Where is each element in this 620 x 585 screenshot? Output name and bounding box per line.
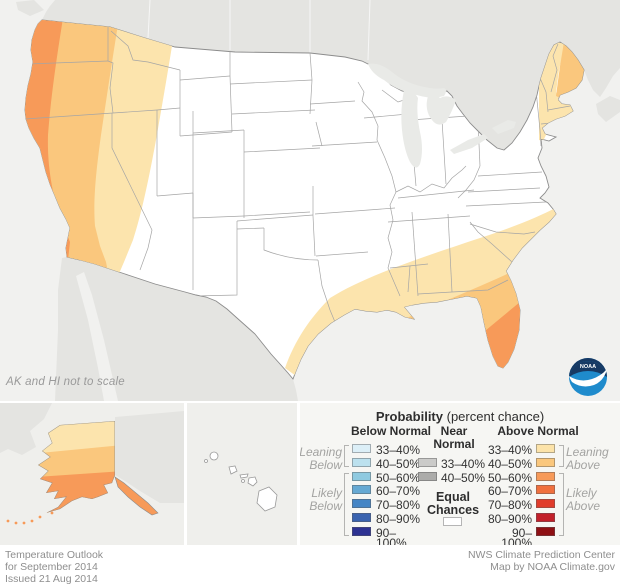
nova-scotia [596, 96, 620, 122]
legend-bracket [344, 445, 349, 467]
below-swatch-33–40% [352, 444, 371, 453]
mexico-landmass [55, 257, 298, 401]
equal-chances-label: Equal Chances [426, 490, 480, 518]
legend-range-label: 33–40% [376, 443, 421, 457]
hawaii-inset-svg [187, 403, 297, 545]
band-maine-40-50 [556, 38, 584, 99]
above-swatch-60–70% [536, 485, 555, 495]
below-swatch-90–100% [352, 526, 371, 536]
legend-range-label: 70–80% [376, 498, 421, 513]
legend-range-label: 90–100% [501, 525, 532, 545]
below-swatch-40–50% [352, 457, 371, 467]
leaning-above-label: Leaning Above [566, 445, 609, 472]
hawaii-inset [187, 403, 297, 545]
legend-range-label: 50–60% [376, 470, 421, 485]
legend-range-label: 40–50% [376, 456, 421, 471]
above-swatch-90–100% [536, 526, 555, 536]
russia-landmass [0, 403, 52, 455]
footer: Temperature Outlook for September 2014 I… [0, 547, 620, 585]
legend-range-label: 90–100% [376, 525, 407, 545]
conus-map-svg [0, 0, 620, 401]
gulf-of-california [76, 272, 118, 401]
below-swatch-80–90% [352, 513, 371, 522]
conus-map-area: AK and HI not to scale NOAA [0, 0, 620, 401]
equal-chances-swatch [443, 517, 462, 526]
above-swatch-33–40% [536, 444, 555, 453]
scale-note: AK and HI not to scale [6, 376, 125, 388]
leaning-below-label: Leaning Below [300, 445, 342, 472]
canada-landmass-ak [115, 411, 184, 503]
likely-below-label: Likely Below [309, 486, 342, 514]
below-normal-header: Below Normal [350, 424, 431, 438]
canada-landmass [42, 0, 620, 150]
above-swatch-80–90% [536, 513, 555, 522]
alaska-panhandle [114, 476, 159, 516]
noaa-logo-text: NOAA [580, 364, 596, 370]
noaa-logo: NOAA [569, 358, 607, 396]
below-swatch-50–60% [352, 471, 371, 481]
below-swatch-60–70% [352, 485, 371, 495]
legend-range-label: 40–50% [487, 456, 532, 471]
alaska-inset-svg [0, 403, 184, 545]
legend-range-label: 70–80% [487, 498, 532, 513]
legend-range-label: 80–90% [376, 512, 421, 526]
great-lakes [368, 63, 516, 168]
legend-bracket [559, 445, 564, 467]
legend-bracket [344, 472, 349, 536]
legend-range-label: 60–70% [487, 484, 532, 499]
legend-range-label: 50–60% [487, 470, 532, 485]
legend-title: Probability (percent chance) [375, 409, 545, 424]
above-normal-header: Above Normal [497, 424, 579, 438]
hawaii-islands [204, 451, 278, 512]
footer-right: NWS Climate Prediction Center Map by NOA… [467, 549, 615, 573]
probability-legend: Probability (percent chance) Below Norma… [300, 403, 620, 545]
alaska-inset [0, 403, 184, 545]
legend-range-label: 60–70% [376, 484, 421, 499]
legend-range-label: 33–40% [487, 443, 532, 457]
above-swatch-40–50% [536, 457, 555, 467]
above-swatch-70–80% [536, 499, 555, 509]
canada-province-borders [147, 0, 371, 61]
near-swatch-40–50% [418, 471, 437, 481]
legend-range-label: 40–50% [441, 470, 486, 485]
footer-left: Temperature Outlook for September 2014 I… [5, 549, 104, 585]
near-swatch-33–40% [418, 457, 437, 467]
legend-range-label: 33–40% [441, 456, 486, 471]
near-normal-header: Near Normal [433, 424, 475, 451]
legend-bracket [559, 472, 564, 536]
vancouver-island [16, 0, 44, 16]
below-swatch-70–80% [352, 499, 371, 509]
above-swatch-50–60% [536, 471, 555, 481]
band-west-40-50 [25, 20, 120, 272]
legend-range-label: 80–90% [487, 512, 532, 526]
likely-above-label: Likely Above [566, 486, 601, 514]
aleutian-islands [6, 511, 54, 525]
